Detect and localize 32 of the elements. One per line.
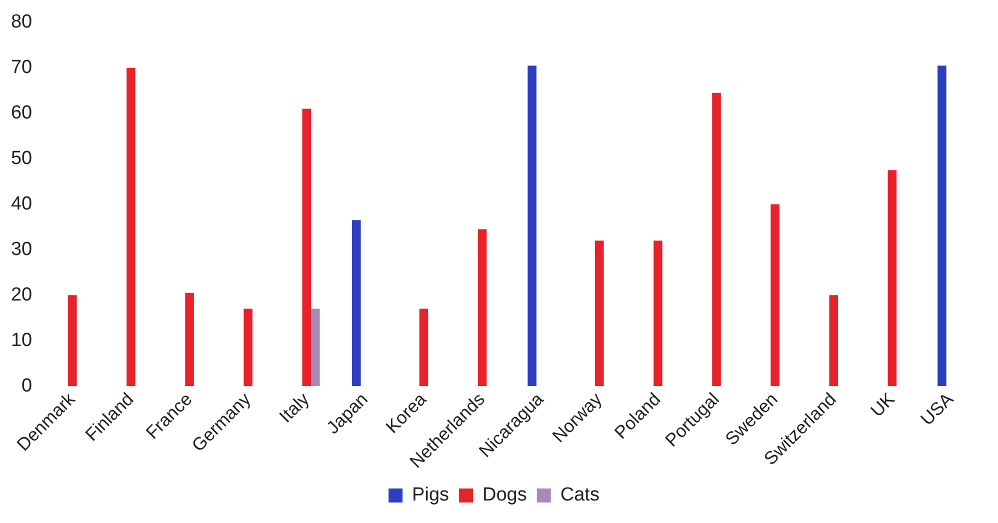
legend-label: Pigs <box>412 484 450 506</box>
y-tick-label: 50 <box>10 148 32 170</box>
bar <box>311 308 320 386</box>
bar <box>419 308 428 386</box>
y-tick-label: 70 <box>10 57 32 78</box>
y-tick-label: 10 <box>10 330 32 351</box>
legend-label: Dogs <box>482 484 527 506</box>
y-tick-label: 0 <box>22 375 32 396</box>
bar <box>528 66 536 386</box>
x-tick-label: Italy <box>275 388 313 426</box>
bar <box>595 240 604 386</box>
bar <box>478 229 487 386</box>
y-tick-label: 60 <box>10 102 32 124</box>
bar <box>888 170 897 386</box>
y-tick-label: 30 <box>10 238 32 260</box>
bar <box>654 240 662 386</box>
bar <box>244 308 252 386</box>
bar <box>938 66 946 386</box>
bar <box>185 292 194 386</box>
bar <box>770 204 780 386</box>
legend-label: Cats <box>560 484 600 506</box>
bar <box>352 220 361 386</box>
y-tick-label: 20 <box>10 284 32 306</box>
bar <box>829 295 838 386</box>
y-tick-label: 40 <box>10 193 32 214</box>
bar <box>302 108 312 386</box>
x-tick-label: UK <box>866 388 899 421</box>
bar <box>126 68 136 386</box>
bar <box>712 92 721 386</box>
bar <box>68 295 77 386</box>
x-tick-label: USA <box>916 388 958 430</box>
y-tick-label: 80 <box>10 12 32 33</box>
